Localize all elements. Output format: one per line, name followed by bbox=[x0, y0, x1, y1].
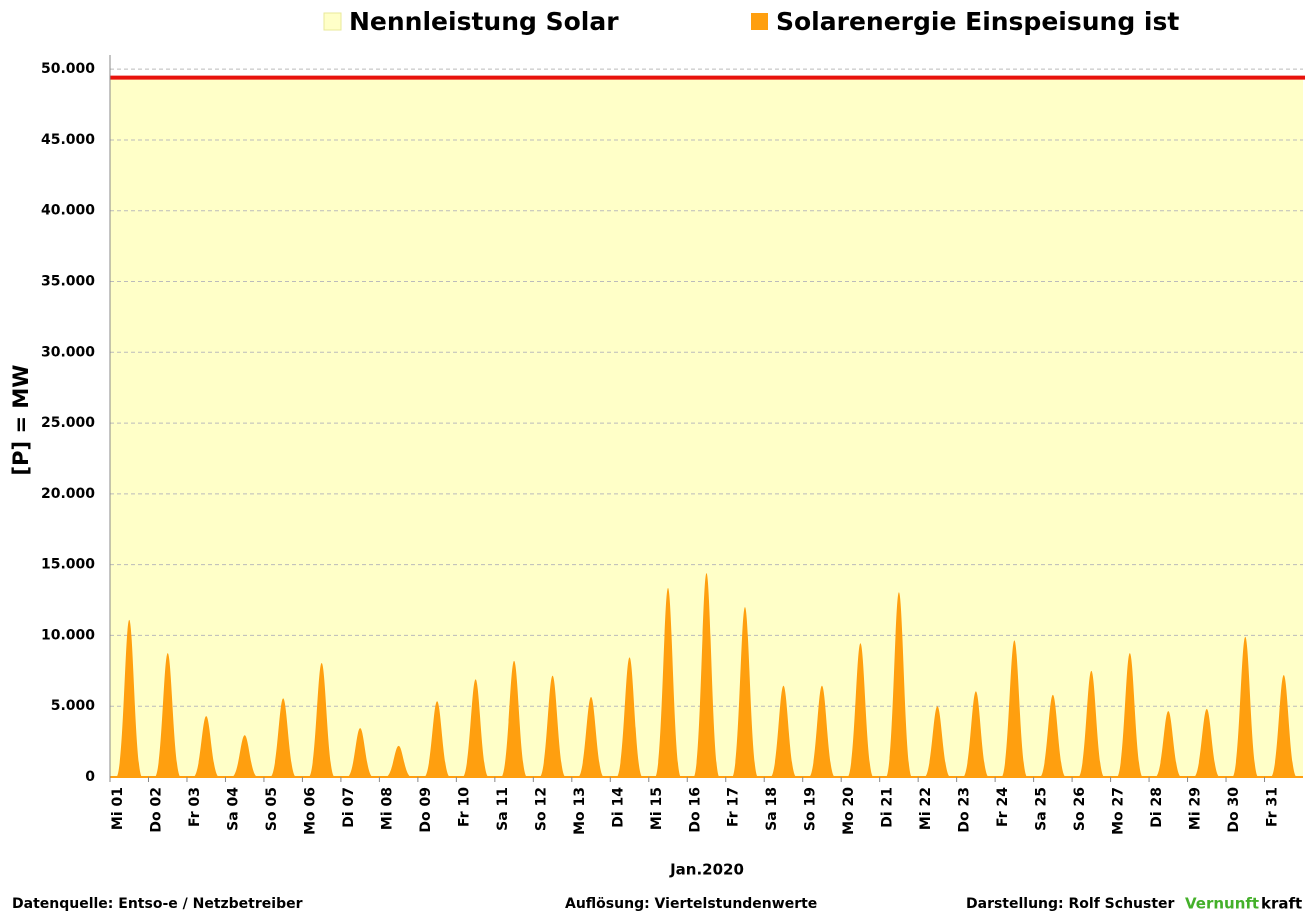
y-tick-label: 45.000 bbox=[41, 132, 95, 148]
x-tick-label: Fr 10 bbox=[456, 787, 472, 827]
daily-peak bbox=[1232, 636, 1259, 777]
x-tick-label: Di 07 bbox=[341, 787, 357, 828]
daily-peak bbox=[1193, 709, 1220, 777]
x-tick-label: Do 02 bbox=[148, 787, 164, 833]
x-tick-label: Mo 20 bbox=[841, 787, 857, 835]
footer-brand: Vernunft bbox=[1185, 895, 1259, 913]
daily-peak bbox=[924, 706, 951, 777]
daily-peak bbox=[1039, 694, 1066, 777]
daily-peak bbox=[847, 643, 874, 777]
x-tick-label: Do 16 bbox=[687, 787, 703, 833]
daily-peak bbox=[655, 588, 682, 777]
x-tick-label: Di 14 bbox=[610, 787, 626, 828]
daily-peak bbox=[308, 663, 335, 777]
daily-peak bbox=[539, 675, 566, 777]
x-tick-label: Mi 08 bbox=[379, 787, 395, 830]
y-tick-label: 35.000 bbox=[41, 274, 95, 290]
daily-peak bbox=[116, 619, 143, 777]
daily-peak bbox=[385, 745, 412, 777]
daily-peak bbox=[885, 592, 912, 777]
y-tick-label: 50.000 bbox=[41, 61, 95, 77]
legend-label: Nennleistung Solar bbox=[349, 7, 619, 36]
y-tick-label: 15.000 bbox=[41, 557, 95, 573]
daily-peak bbox=[1078, 670, 1105, 777]
y-axis-title: [P] = MW bbox=[9, 365, 33, 476]
y-tick-label: 10.000 bbox=[41, 627, 95, 643]
daily-peak bbox=[1116, 653, 1143, 777]
y-tick-label: 40.000 bbox=[41, 203, 95, 219]
daily-peak bbox=[347, 728, 374, 777]
x-tick-label: So 05 bbox=[264, 787, 280, 831]
daily-peak bbox=[808, 685, 835, 777]
legend-swatch bbox=[751, 13, 768, 30]
footer-source: Datenquelle: Entso-e / Netzbetreiber bbox=[12, 896, 303, 912]
x-tick-label: Fr 31 bbox=[1265, 787, 1281, 827]
x-tick-label: Mi 01 bbox=[110, 787, 126, 830]
daily-peak bbox=[1155, 711, 1182, 777]
legend-label: Solarenergie Einspeisung ist bbox=[776, 7, 1179, 36]
x-tick-label: Fr 24 bbox=[995, 787, 1011, 827]
x-tick-label: Do 09 bbox=[418, 787, 434, 833]
y-tick-label: 0 bbox=[85, 769, 95, 785]
x-tick-label: Sa 11 bbox=[495, 787, 511, 831]
y-tick-label: 30.000 bbox=[41, 344, 95, 360]
daily-peak bbox=[462, 679, 489, 777]
footer-author: Darstellung: Rolf Schuster bbox=[966, 896, 1175, 912]
daily-peak bbox=[770, 685, 797, 777]
daily-peak bbox=[231, 735, 258, 777]
x-tick-label: Do 23 bbox=[957, 787, 973, 833]
legend-swatch bbox=[323, 12, 342, 31]
footer-brand: kraft bbox=[1261, 895, 1302, 913]
daily-peak bbox=[578, 697, 605, 777]
daily-peak bbox=[193, 716, 220, 777]
daily-peak bbox=[424, 701, 451, 777]
x-tick-label: Di 21 bbox=[880, 787, 896, 828]
footer-resolution: Auflösung: Viertelstundenwerte bbox=[565, 896, 817, 912]
daily-peak bbox=[616, 657, 643, 777]
x-tick-label: Mi 29 bbox=[1188, 787, 1204, 830]
daily-peak bbox=[270, 698, 297, 777]
x-tick-label: Sa 18 bbox=[764, 787, 780, 831]
daily-peak bbox=[962, 691, 989, 777]
x-tick-label: So 12 bbox=[533, 787, 549, 831]
x-tick-label: Do 30 bbox=[1226, 787, 1242, 833]
x-tick-label: Mo 13 bbox=[572, 787, 588, 835]
x-tick-label: Fr 03 bbox=[187, 787, 203, 827]
x-tick-label: So 19 bbox=[803, 787, 819, 831]
x-tick-label: Sa 04 bbox=[225, 787, 241, 831]
daily-peak bbox=[731, 607, 758, 777]
y-tick-label: 5.000 bbox=[51, 698, 96, 714]
daily-peak bbox=[1270, 675, 1297, 777]
x-axis-title: Jan.2020 bbox=[669, 861, 744, 879]
x-tick-label: Mo 27 bbox=[1111, 787, 1127, 835]
daily-peak bbox=[693, 573, 720, 777]
x-tick-label: Mi 22 bbox=[918, 787, 934, 830]
x-tick-label: Sa 25 bbox=[1034, 787, 1050, 831]
y-tick-label: 25.000 bbox=[41, 415, 95, 431]
x-tick-label: Mo 06 bbox=[302, 787, 318, 835]
x-tick-label: Di 28 bbox=[1149, 787, 1165, 828]
daily-peak bbox=[154, 653, 181, 777]
y-tick-label: 20.000 bbox=[41, 486, 95, 502]
x-tick-label: So 26 bbox=[1072, 787, 1088, 831]
daily-peak bbox=[1001, 640, 1028, 777]
x-tick-label: Mi 15 bbox=[649, 787, 665, 830]
daily-peak bbox=[501, 660, 528, 777]
x-tick-label: Fr 17 bbox=[726, 787, 742, 827]
